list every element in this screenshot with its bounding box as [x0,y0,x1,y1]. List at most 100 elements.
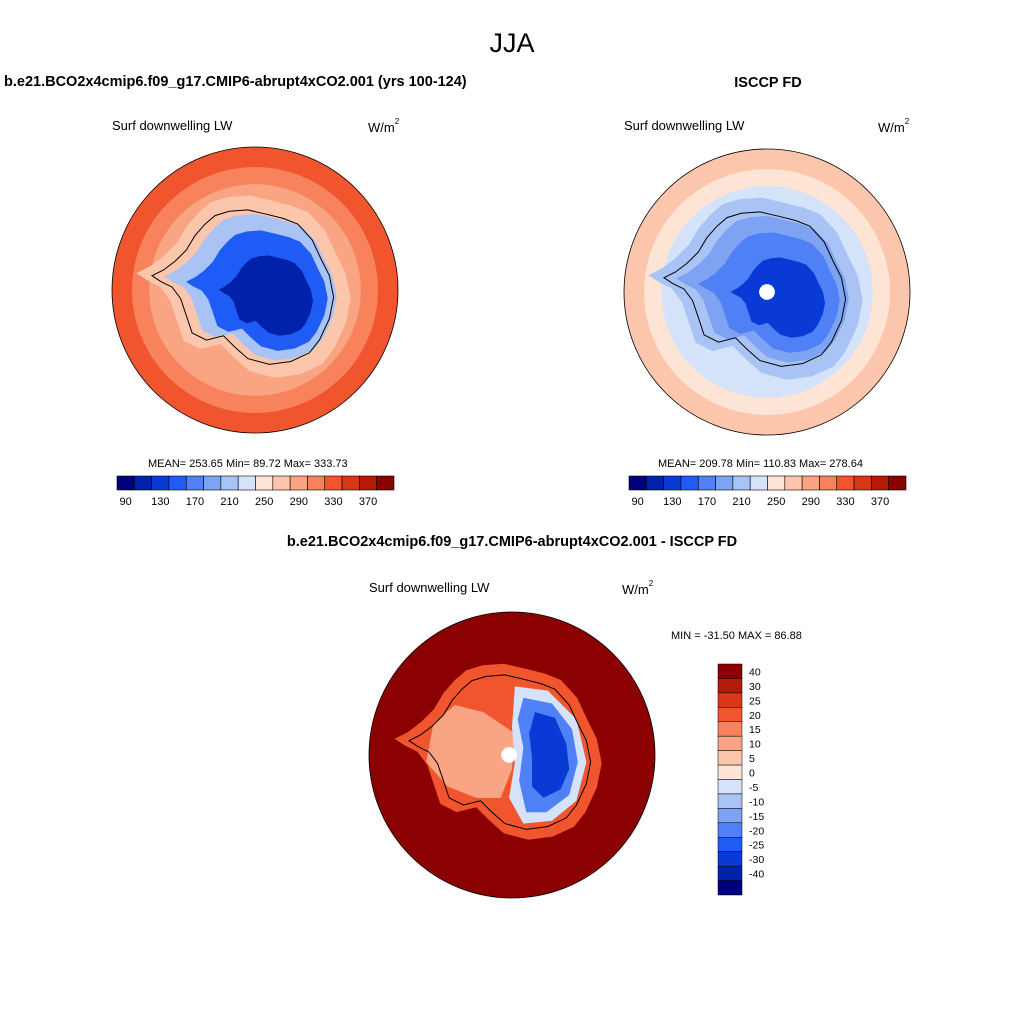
colorbar-tick-label: 170 [698,496,716,508]
colorbar-box [307,475,326,491]
colorbar-tick-label: 130 [151,496,169,508]
colorbar-tick-label: 130 [663,496,681,508]
panel-1-variable-label: Surf downwelling LW [112,118,233,133]
colorbar-box [717,880,743,896]
coastline [151,209,335,365]
panel-3-stats: MIN = -31.50 MAX = 86.88 [671,630,802,642]
colorbar-box [717,779,743,795]
colorbar-tick-label: 20 [749,710,761,722]
panel-2-unit: W/m2 [878,117,910,135]
colorbar-tick-label: -10 [749,796,764,808]
colorbar-tick-label: 210 [220,496,238,508]
colorbar-box [732,475,751,491]
panel-2-map [623,148,911,436]
colorbar-box [717,750,743,766]
colorbar-box [151,475,170,491]
colorbar-box [717,837,743,852]
colorbar-box [717,707,743,722]
map-boundary [111,146,399,434]
colorbar-box [871,475,889,491]
region-plateau [730,257,826,338]
panel-3-map [368,611,656,899]
panel-1-map [111,146,399,434]
panel-1-title: b.e21.BCO2x4cmip6.f09_g17.CMIP6-abrupt4x… [4,74,467,90]
panel-3-unit: W/m2 [622,579,654,597]
colorbar-box [680,475,699,491]
colorbar-box [255,475,274,491]
coastline [408,674,592,830]
colorbar-box [819,475,838,491]
colorbar-box [784,475,803,491]
colorbar-box [376,475,395,491]
colorbar-tick-label: -5 [749,782,758,794]
panel-1-colorbar: 90 130 170 210 250 290 330 370 [116,475,395,508]
panel-3-variable-label: Surf downwelling LW [369,580,490,595]
colorbar-box [324,475,343,491]
colorbar-box [717,678,743,694]
colorbar-tick-label: 330 [324,496,342,508]
colorbar-tick-label: 330 [836,496,854,508]
colorbar-box [717,735,743,751]
colorbar-tick-label: 370 [871,496,889,508]
colorbar-box [203,475,222,491]
colorbar-tick-label: 90 [632,496,644,508]
map-boundary [623,148,911,436]
panel-1-stats: MEAN= 253.65 Min= 89.72 Max= 333.73 [148,458,348,470]
colorbar-box [697,475,716,491]
figure-title: JJA [489,28,535,58]
colorbar-tick-label: -25 [749,840,764,852]
colorbar-box [663,475,682,491]
colorbar-box [749,475,768,491]
colorbar-box [717,793,743,809]
colorbar-tick-label: 0 [749,768,755,780]
colorbar-box [289,475,308,491]
colorbar-tick-label: 5 [749,753,755,765]
colorbar-tick-label: 90 [120,496,132,508]
colorbar-tick-label: -15 [749,811,764,823]
colorbar-box [717,865,743,881]
colorbar-tick-label: 40 [749,666,761,678]
colorbar-tick-label: 250 [767,496,785,508]
colorbar-box [717,822,743,838]
region-east-antarctica-core [529,712,570,798]
panel-3-colorbar: 40 30 25 20 15 10 5 0 -5 -10 -15 -20 -25 -30 -40 [717,663,764,896]
colorbar-tick-label: -30 [749,854,764,866]
colorbar-box [220,475,239,491]
colorbar-box [717,721,743,737]
colorbar-box [717,764,743,780]
colorbar-tick-label: 250 [255,496,273,508]
panel-2-title: ISCCP FD [734,75,802,91]
colorbar-tick-label: 30 [749,681,761,693]
colorbar-tick-label: 290 [290,496,308,508]
colorbar-box [646,475,664,491]
colorbar-tick-label: -40 [749,869,764,881]
colorbar-box [801,475,820,491]
colorbar-tick-label: 10 [749,739,761,751]
colorbar-tick-label: 210 [732,496,750,508]
missing-pole [759,284,775,300]
coastline [663,211,847,367]
panel-1-unit: W/m2 [368,117,400,135]
colorbar-box [341,475,360,491]
region-west-antarctica [426,705,515,798]
colorbar-tick-label: 170 [186,496,204,508]
colorbar-tick-label: 370 [359,496,377,508]
panel-2-colorbar: 90 130 170 210 250 290 330 370 [628,475,907,508]
colorbar-tick-label: 290 [802,496,820,508]
colorbar-box [237,475,256,491]
region-plateau [218,255,314,336]
colorbar-box [134,475,152,491]
colorbar-box [853,475,872,491]
colorbar-box [715,475,734,491]
panel-3-title: b.e21.BCO2x4cmip6.f09_g17.CMIP6-abrupt4x… [286,534,738,550]
map-boundary [368,611,656,899]
colorbar-box [717,692,743,708]
colorbar-tick-label: 15 [749,724,761,736]
colorbar-box [888,475,907,491]
colorbar-box [185,475,204,491]
colorbar-box [628,475,647,491]
colorbar-box [359,475,377,491]
missing-pole [501,747,518,763]
colorbar-box [168,475,187,491]
colorbar-box [767,475,786,491]
